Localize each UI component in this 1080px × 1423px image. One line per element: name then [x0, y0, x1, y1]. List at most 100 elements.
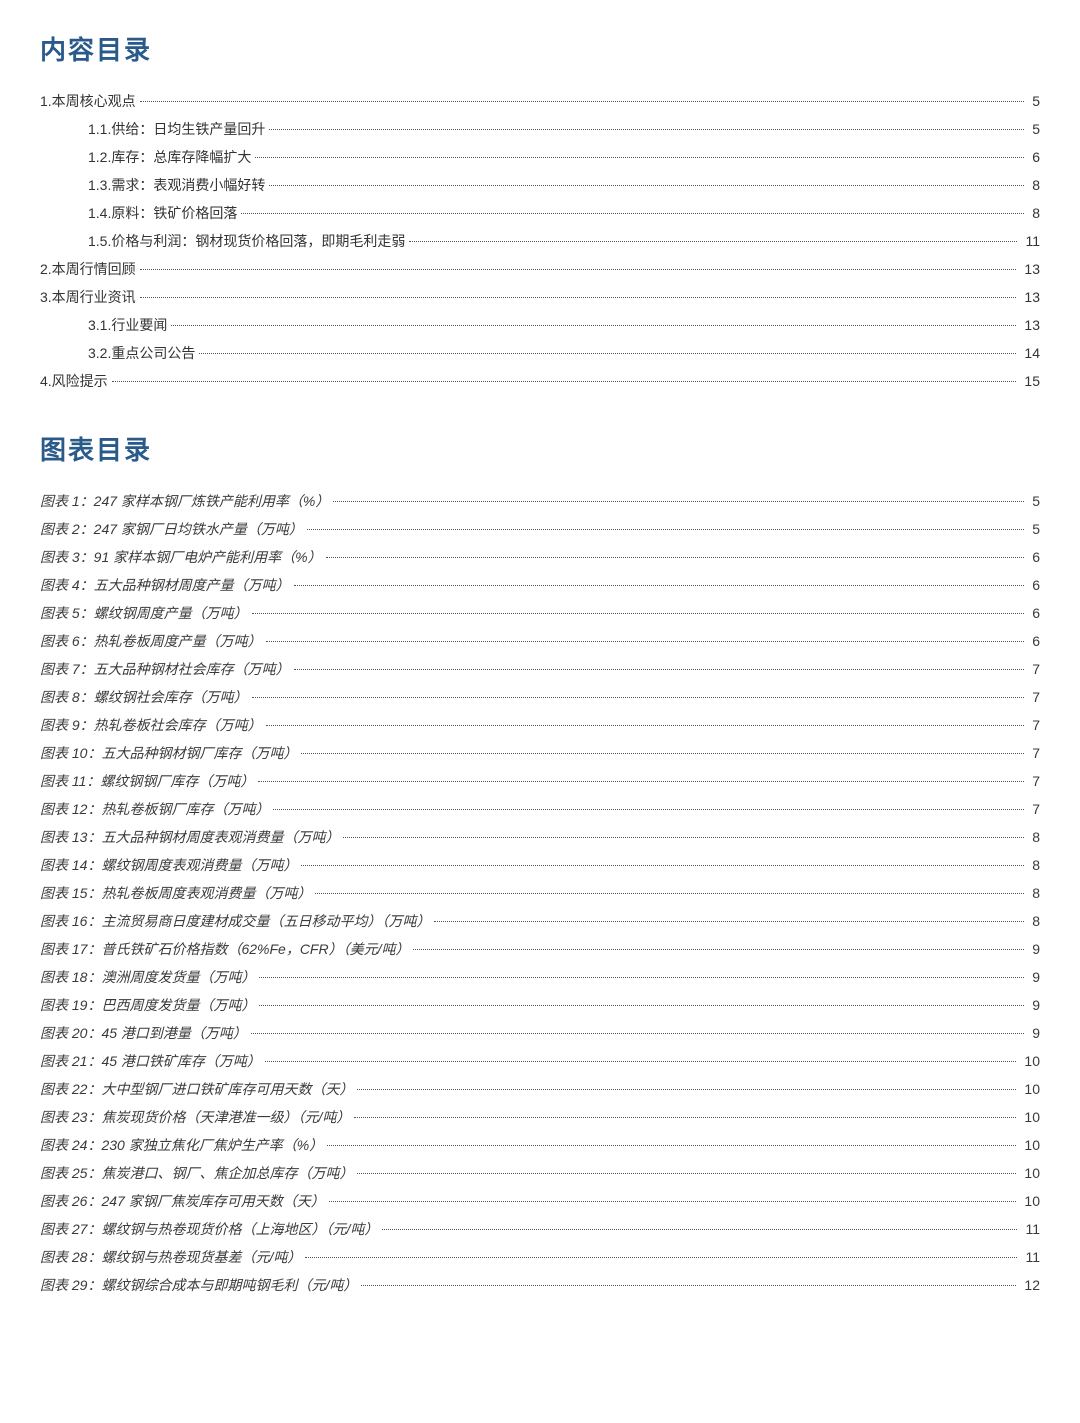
figure-leader — [329, 1201, 1017, 1202]
figure-leader — [343, 837, 1024, 838]
toc-entry-page: 13 — [1020, 255, 1040, 283]
figure-leader — [327, 1145, 1016, 1146]
toc-leader — [269, 185, 1024, 186]
figure-leader — [333, 501, 1024, 502]
figure-entry[interactable]: 图表 26：247 家钢厂焦炭库存可用天数（天）10 — [40, 1187, 1040, 1215]
figure-entry-label: 图表 13：五大品种钢材周度表观消费量（万吨） — [40, 823, 339, 851]
figure-entry-page: 9 — [1028, 1019, 1040, 1047]
figure-entry[interactable]: 图表 27：螺纹钢与热卷现货价格（上海地区）（元/吨）11 — [40, 1215, 1040, 1243]
figure-list: 图表 1：247 家样本钢厂炼铁产能利用率（%）5图表 2：247 家钢厂日均铁… — [40, 487, 1040, 1299]
figure-entry[interactable]: 图表 5：螺纹钢周度产量（万吨）6 — [40, 599, 1040, 627]
toc-entry-label: 2.本周行情回顾 — [40, 255, 136, 283]
figure-entry-label: 图表 14：螺纹钢周度表观消费量（万吨） — [40, 851, 297, 879]
figure-entry-page: 7 — [1028, 739, 1040, 767]
figure-entry[interactable]: 图表 28：螺纹钢与热卷现货基差（元/吨）11 — [40, 1243, 1040, 1271]
figure-leader — [294, 669, 1025, 670]
toc-leader — [140, 101, 1025, 102]
toc-entry[interactable]: 3.2.重点公司公告14 — [40, 339, 1040, 367]
figure-entry-label: 图表 8：螺纹钢社会库存（万吨） — [40, 683, 248, 711]
figure-entry[interactable]: 图表 12：热轧卷板钢厂库存（万吨） 7 — [40, 795, 1040, 823]
figure-entry-page: 8 — [1028, 879, 1040, 907]
figure-leader — [259, 977, 1024, 978]
figure-entry-label: 图表 19：巴西周度发货量（万吨） — [40, 991, 255, 1019]
figure-entry-page: 5 — [1028, 515, 1040, 543]
figure-entry[interactable]: 图表 23：焦炭现货价格（天津港准一级）（元/吨）10 — [40, 1103, 1040, 1131]
toc-entry[interactable]: 1.1.供给：日均生铁产量回升5 — [40, 115, 1040, 143]
figure-leader — [259, 1005, 1024, 1006]
figure-entry[interactable]: 图表 1：247 家样本钢厂炼铁产能利用率（%）5 — [40, 487, 1040, 515]
figure-entry-page: 10 — [1020, 1159, 1040, 1187]
toc-entry-page: 14 — [1020, 339, 1040, 367]
toc-entry[interactable]: 3.本周行业资讯13 — [40, 283, 1040, 311]
figure-leader — [266, 641, 1025, 642]
figure-entry[interactable]: 图表 13：五大品种钢材周度表观消费量（万吨）8 — [40, 823, 1040, 851]
figure-entry[interactable]: 图表 20：45 港口到港量（万吨） 9 — [40, 1019, 1040, 1047]
toc-entry-page: 15 — [1020, 367, 1040, 395]
figure-entry-page: 9 — [1028, 935, 1040, 963]
toc-leader — [112, 381, 1017, 382]
toc-entry[interactable]: 1.3.需求：表观消费小幅好转8 — [40, 171, 1040, 199]
figure-entry[interactable]: 图表 18：澳洲周度发货量（万吨） 9 — [40, 963, 1040, 991]
figure-entry[interactable]: 图表 17：普氏铁矿石价格指数（62%Fe，CFR）（美元/吨）9 — [40, 935, 1040, 963]
figure-entry[interactable]: 图表 29：螺纹钢综合成本与即期吨钢毛利（元/吨）12 — [40, 1271, 1040, 1299]
figure-entry-page: 11 — [1021, 1243, 1040, 1271]
figure-entry-page: 11 — [1021, 1215, 1040, 1243]
toc-leader — [269, 129, 1024, 130]
figure-entry[interactable]: 图表 21：45 港口铁矿库存（万吨）10 — [40, 1047, 1040, 1075]
figure-leader — [434, 921, 1024, 922]
figure-entry-page: 8 — [1028, 907, 1040, 935]
toc-entry[interactable]: 4.风险提示15 — [40, 367, 1040, 395]
figure-entry-label: 图表 11：螺纹钢钢厂库存（万吨） — [40, 767, 254, 795]
toc-entry-label: 1.1.供给：日均生铁产量回升 — [88, 115, 265, 143]
figure-entry-label: 图表 25：焦炭港口、钢厂、焦企加总库存（万吨） — [40, 1159, 353, 1187]
toc-entry[interactable]: 1.5.价格与利润：钢材现货价格回落，即期毛利走弱11 — [40, 227, 1040, 255]
toc-entry[interactable]: 1.4.原料：铁矿价格回落8 — [40, 199, 1040, 227]
figure-entry-label: 图表 6：热轧卷板周度产量（万吨） — [40, 627, 262, 655]
figure-entry-label: 图表 4：五大品种钢材周度产量（万吨） — [40, 571, 290, 599]
toc-entry[interactable]: 1.本周核心观点5 — [40, 87, 1040, 115]
figure-entry-page: 9 — [1028, 963, 1040, 991]
figure-leader — [357, 1089, 1016, 1090]
figure-entry[interactable]: 图表 19：巴西周度发货量（万吨）9 — [40, 991, 1040, 1019]
figure-entry-page: 7 — [1028, 795, 1040, 823]
figure-entry[interactable]: 图表 2：247 家钢厂日均铁水产量（万吨） 5 — [40, 515, 1040, 543]
toc-entry-page: 6 — [1028, 143, 1040, 171]
figure-entry[interactable]: 图表 15：热轧卷板周度表观消费量（万吨）8 — [40, 879, 1040, 907]
figure-entry[interactable]: 图表 16：主流贸易商日度建材成交量（五日移动平均）（万吨）8 — [40, 907, 1040, 935]
figure-entry-label: 图表 20：45 港口到港量（万吨） — [40, 1019, 247, 1047]
figure-entry-label: 图表 21：45 港口铁矿库存（万吨） — [40, 1047, 261, 1075]
figure-entry[interactable]: 图表 4：五大品种钢材周度产量（万吨） 6 — [40, 571, 1040, 599]
toc-entry[interactable]: 1.2.库存：总库存降幅扩大6 — [40, 143, 1040, 171]
figure-entry[interactable]: 图表 9：热轧卷板社会库存（万吨）7 — [40, 711, 1040, 739]
figure-leader — [252, 697, 1025, 698]
figure-entry[interactable]: 图表 3：91 家样本钢厂电炉产能利用率（%）6 — [40, 543, 1040, 571]
figure-leader — [382, 1229, 1017, 1230]
figure-entry-label: 图表 12：热轧卷板钢厂库存（万吨） — [40, 795, 269, 823]
figure-entry-page: 10 — [1020, 1131, 1040, 1159]
figure-entry[interactable]: 图表 7：五大品种钢材社会库存（万吨）7 — [40, 655, 1040, 683]
figure-entry[interactable]: 图表 25：焦炭港口、钢厂、焦企加总库存（万吨） 10 — [40, 1159, 1040, 1187]
figure-entry[interactable]: 图表 22：大中型钢厂进口铁矿库存可用天数（天）10 — [40, 1075, 1040, 1103]
toc-entry-page: 13 — [1020, 283, 1040, 311]
toc-entry[interactable]: 2.本周行情回顾 13 — [40, 255, 1040, 283]
figure-entry-page: 6 — [1028, 571, 1040, 599]
figure-entry-label: 图表 2：247 家钢厂日均铁水产量（万吨） — [40, 515, 303, 543]
figure-leader — [301, 753, 1024, 754]
figure-entry-label: 图表 1：247 家样本钢厂炼铁产能利用率（%） — [40, 487, 329, 515]
figure-entry[interactable]: 图表 14：螺纹钢周度表观消费量（万吨）8 — [40, 851, 1040, 879]
figure-entry[interactable]: 图表 24：230 家独立焦化厂焦炉生产率（%）10 — [40, 1131, 1040, 1159]
toc-entry-page: 5 — [1028, 87, 1040, 115]
figure-entry-page: 10 — [1020, 1103, 1040, 1131]
figure-leader — [357, 1173, 1016, 1174]
figure-leader — [266, 725, 1025, 726]
figure-entry[interactable]: 图表 10：五大品种钢材钢厂库存（万吨）7 — [40, 739, 1040, 767]
figure-leader — [305, 1257, 1017, 1258]
figure-entry-page: 7 — [1028, 655, 1040, 683]
table-of-contents: 1.本周核心观点51.1.供给：日均生铁产量回升51.2.库存：总库存降幅扩大6… — [40, 87, 1040, 395]
toc-entry[interactable]: 3.1.行业要闻13 — [40, 311, 1040, 339]
figure-entry[interactable]: 图表 8：螺纹钢社会库存（万吨）7 — [40, 683, 1040, 711]
figure-entry-label: 图表 18：澳洲周度发货量（万吨） — [40, 963, 255, 991]
figure-entry[interactable]: 图表 11：螺纹钢钢厂库存（万吨）7 — [40, 767, 1040, 795]
figure-entry[interactable]: 图表 6：热轧卷板周度产量（万吨）6 — [40, 627, 1040, 655]
toc-entry-page: 13 — [1020, 311, 1040, 339]
